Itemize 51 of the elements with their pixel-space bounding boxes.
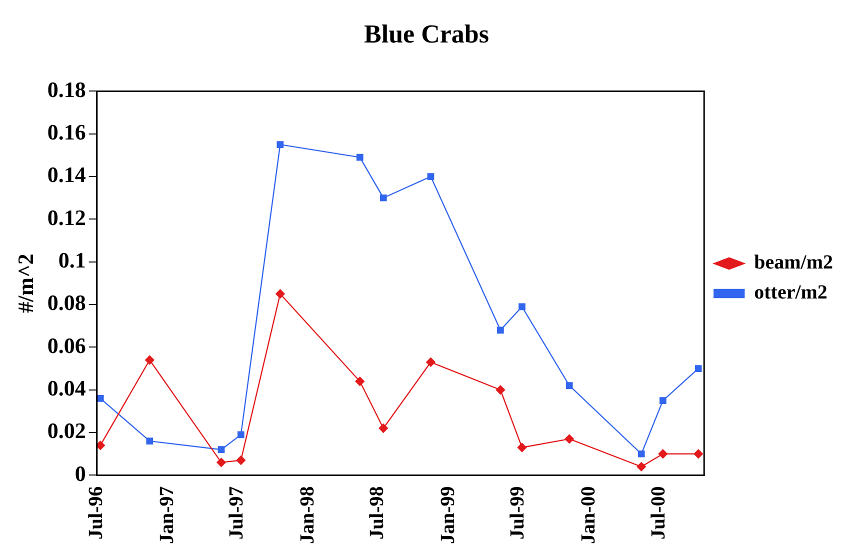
point: [518, 303, 526, 310]
y-tick-label: 0.08: [47, 290, 86, 316]
x-tick-label: Jul-97: [226, 486, 248, 540]
y-tick-label: 0.1: [58, 248, 86, 273]
x-tick-label: Jan-99: [437, 486, 460, 544]
y-tick-label: 0.04: [47, 376, 86, 401]
point: [216, 458, 226, 468]
x-tick-label: Jul-98: [366, 486, 388, 540]
point: [236, 456, 246, 465]
point: [218, 446, 225, 454]
legend-label: beam/m2: [754, 252, 834, 274]
y-tick-label: 0.18: [47, 76, 86, 102]
x-tick-label: Jul-00: [648, 486, 670, 540]
point: [378, 424, 388, 433]
y-tick-label: 0.14: [47, 162, 86, 188]
point: [96, 440, 105, 450]
point: [237, 431, 244, 438]
x-tick-label: Jan-00: [578, 486, 600, 544]
point: [694, 449, 703, 458]
point: [427, 173, 434, 180]
point: [636, 462, 646, 472]
point: [658, 449, 668, 458]
point: [426, 358, 436, 367]
y-tick-label: 0.02: [47, 418, 86, 444]
y-tick-label: 0.16: [47, 120, 86, 145]
point: [496, 385, 506, 394]
legend-label: otter/m2: [754, 282, 828, 304]
point: [694, 365, 702, 372]
x-tick-label: Jan-98: [296, 486, 318, 544]
y-axis-title: #/m^2: [12, 254, 38, 313]
point: [517, 442, 527, 452]
point: [96, 394, 104, 402]
point: [564, 434, 574, 444]
y-tick-label: 0: [74, 460, 86, 486]
point: [355, 376, 364, 386]
point: [566, 382, 573, 390]
point: [276, 141, 284, 148]
chart-title: Blue Crabs: [364, 19, 489, 48]
point: [356, 154, 364, 161]
x-tick-label: Jul-96: [85, 486, 108, 540]
x-tick-label: Jan-97: [156, 486, 178, 544]
point: [146, 438, 154, 445]
x-tick-label: Jul-99: [506, 486, 529, 540]
point: [638, 450, 645, 458]
point: [380, 194, 387, 202]
point: [659, 397, 666, 404]
y-tick-label: 0.12: [47, 204, 86, 230]
point: [145, 355, 154, 365]
y-tick-label: 0.06: [47, 332, 86, 358]
point: [276, 289, 285, 298]
point: [497, 326, 504, 334]
